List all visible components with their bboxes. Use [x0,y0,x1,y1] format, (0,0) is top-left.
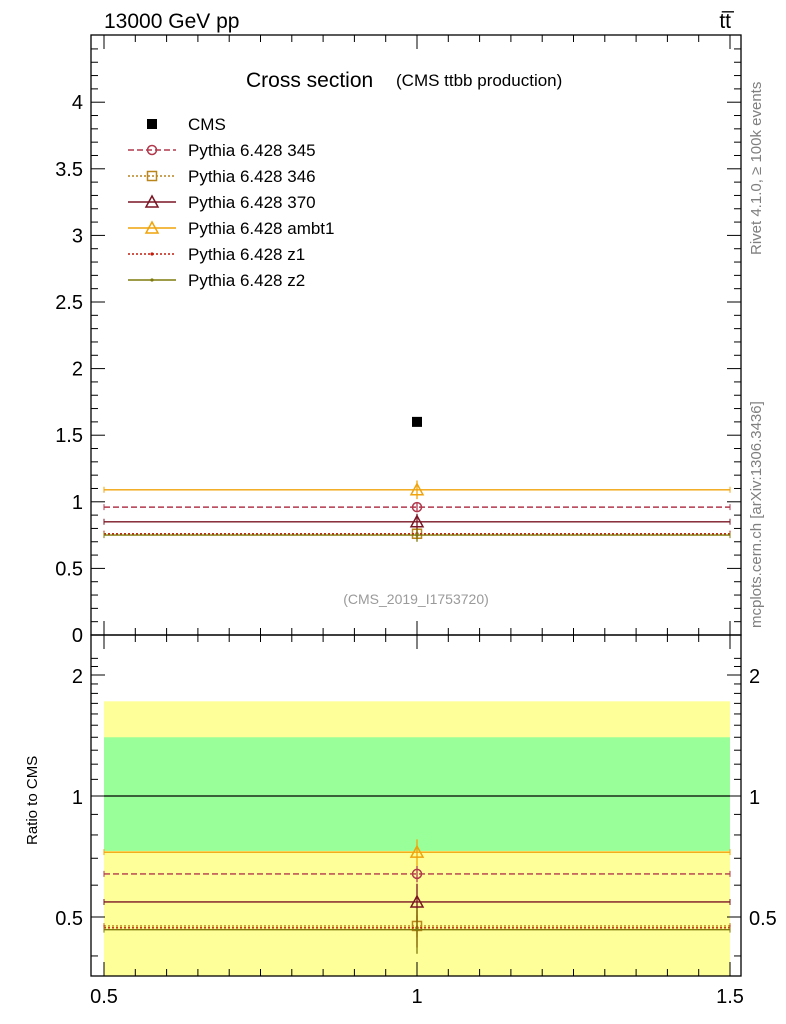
y-tick-label: 4 [72,92,83,114]
legend-marker [146,170,158,182]
legend-marker [150,252,154,256]
chart-title: Cross section [246,69,373,92]
legend: CMS Pythia 6.428 345 Pythia 6.428 346 Pythi… [128,115,334,290]
legend-label: Pythia 6.428 370 [188,193,316,212]
y-tick-label: 1.5 [55,425,83,447]
series-marker [415,533,419,537]
ratio-series-4 [103,839,731,866]
process-label: tt̅ [719,10,735,33]
legend-label: Pythia 6.428 345 [188,141,316,160]
series-3 [103,513,731,530]
series-marker [411,501,423,513]
ratio-y-tick-label: 2 [72,666,83,688]
cms-data-point [412,416,422,427]
ratio-band-inner [104,737,730,851]
series-6 [103,528,731,542]
legend-label: Pythia 6.428 346 [188,167,316,186]
chart-subtitle: (CMS ttbb production) [396,71,562,90]
legend-marker [150,278,154,282]
ratio-series-marker [411,868,423,880]
ratio-y-tick-label-right: 0.5 [749,908,777,930]
legend-marker [146,144,158,156]
energy-label: 13000 GeV pp [104,10,239,33]
legend-label: Pythia 6.428 z1 [188,245,305,264]
x-tick-label: 1.5 [716,986,744,1008]
y-tick-label: 0 [72,625,83,647]
x-tick-label: 1 [411,986,422,1008]
ratio-ylabel: Ratio to CMS [24,756,41,845]
ratio-series-6 [103,908,731,954]
ratio-frame [90,634,742,977]
series-4 [103,480,731,500]
y-tick-label: 2 [72,359,83,381]
rivet-version-label: Rivet 4.1.0, ≥ 100k events [748,82,765,255]
y-tick-label: 1 [72,492,83,514]
analysis-watermark: (CMS_2019_I1753720) [343,591,489,607]
ratio-y-tick-label: 0.5 [55,908,83,930]
series-marker [409,514,425,528]
ratio-y-tick-label: 1 [72,787,83,809]
legend-label: Pythia 6.428 z2 [188,271,305,290]
y-tick-label: 0.5 [55,558,83,580]
ratio-y-tick-label-right: 2 [749,666,760,688]
legend-marker [144,220,160,234]
legend-label: Pythia 6.428 ambt1 [188,219,334,238]
x-tick-label: 0.5 [90,986,118,1008]
y-tick-label: 3 [72,225,83,247]
y-tick-label: 3.5 [55,159,83,181]
y-tick-label: 2.5 [55,292,83,314]
legend-label-cms: CMS [188,115,226,134]
ratio-series-marker [409,844,425,858]
series-marker [409,482,425,496]
legend-marker-cms [147,119,157,129]
ratio-series-marker [415,928,419,932]
legend-marker [144,194,160,208]
ratio-series-1 [103,865,731,883]
ratio-y-tick-label-right: 1 [749,787,760,809]
mcplots-label: mcplots.cern.ch [arXiv:1306.3436] [748,401,765,628]
series-1 [103,501,731,513]
ratio-series-marker [409,894,425,908]
